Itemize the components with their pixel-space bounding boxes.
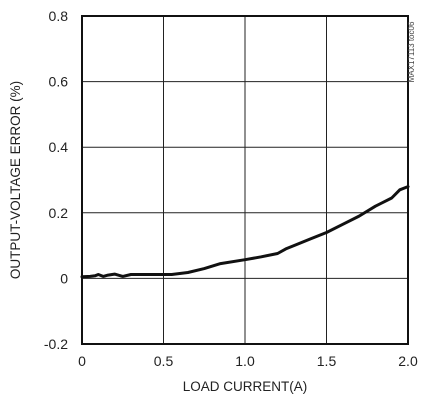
figure-code-label: MAX17113 toc06 bbox=[407, 21, 416, 82]
series-layer bbox=[80, 185, 410, 279]
x-axis-ticks: 0 0.5 1.0 1.5 2.0 bbox=[78, 353, 418, 369]
series-line bbox=[80, 185, 410, 279]
x-axis-label: LOAD CURRENT(A) bbox=[183, 379, 308, 394]
grid bbox=[82, 16, 408, 344]
x-tick-label: 1.5 bbox=[317, 353, 337, 369]
x-tick-label: 1.0 bbox=[235, 353, 255, 369]
x-tick-label: 0.5 bbox=[154, 353, 174, 369]
y-tick-label: 0 bbox=[60, 270, 68, 286]
plot-area-frame bbox=[81, 15, 409, 345]
y-tick-label: -0.2 bbox=[44, 336, 68, 352]
x-tick-label: 2.0 bbox=[398, 353, 418, 369]
y-tick-label: 0.4 bbox=[49, 139, 69, 155]
y-tick-label: 0.6 bbox=[49, 74, 69, 90]
y-tick-label: 0.8 bbox=[49, 8, 69, 24]
y-axis-label: OUTPUT-VOLTAGE ERROR (%) bbox=[8, 81, 23, 279]
x-tick-label: 0 bbox=[78, 353, 86, 369]
y-axis-ticks: -0.2 0 0.2 0.4 0.6 0.8 bbox=[44, 8, 68, 352]
y-tick-label: 0.2 bbox=[49, 205, 69, 221]
